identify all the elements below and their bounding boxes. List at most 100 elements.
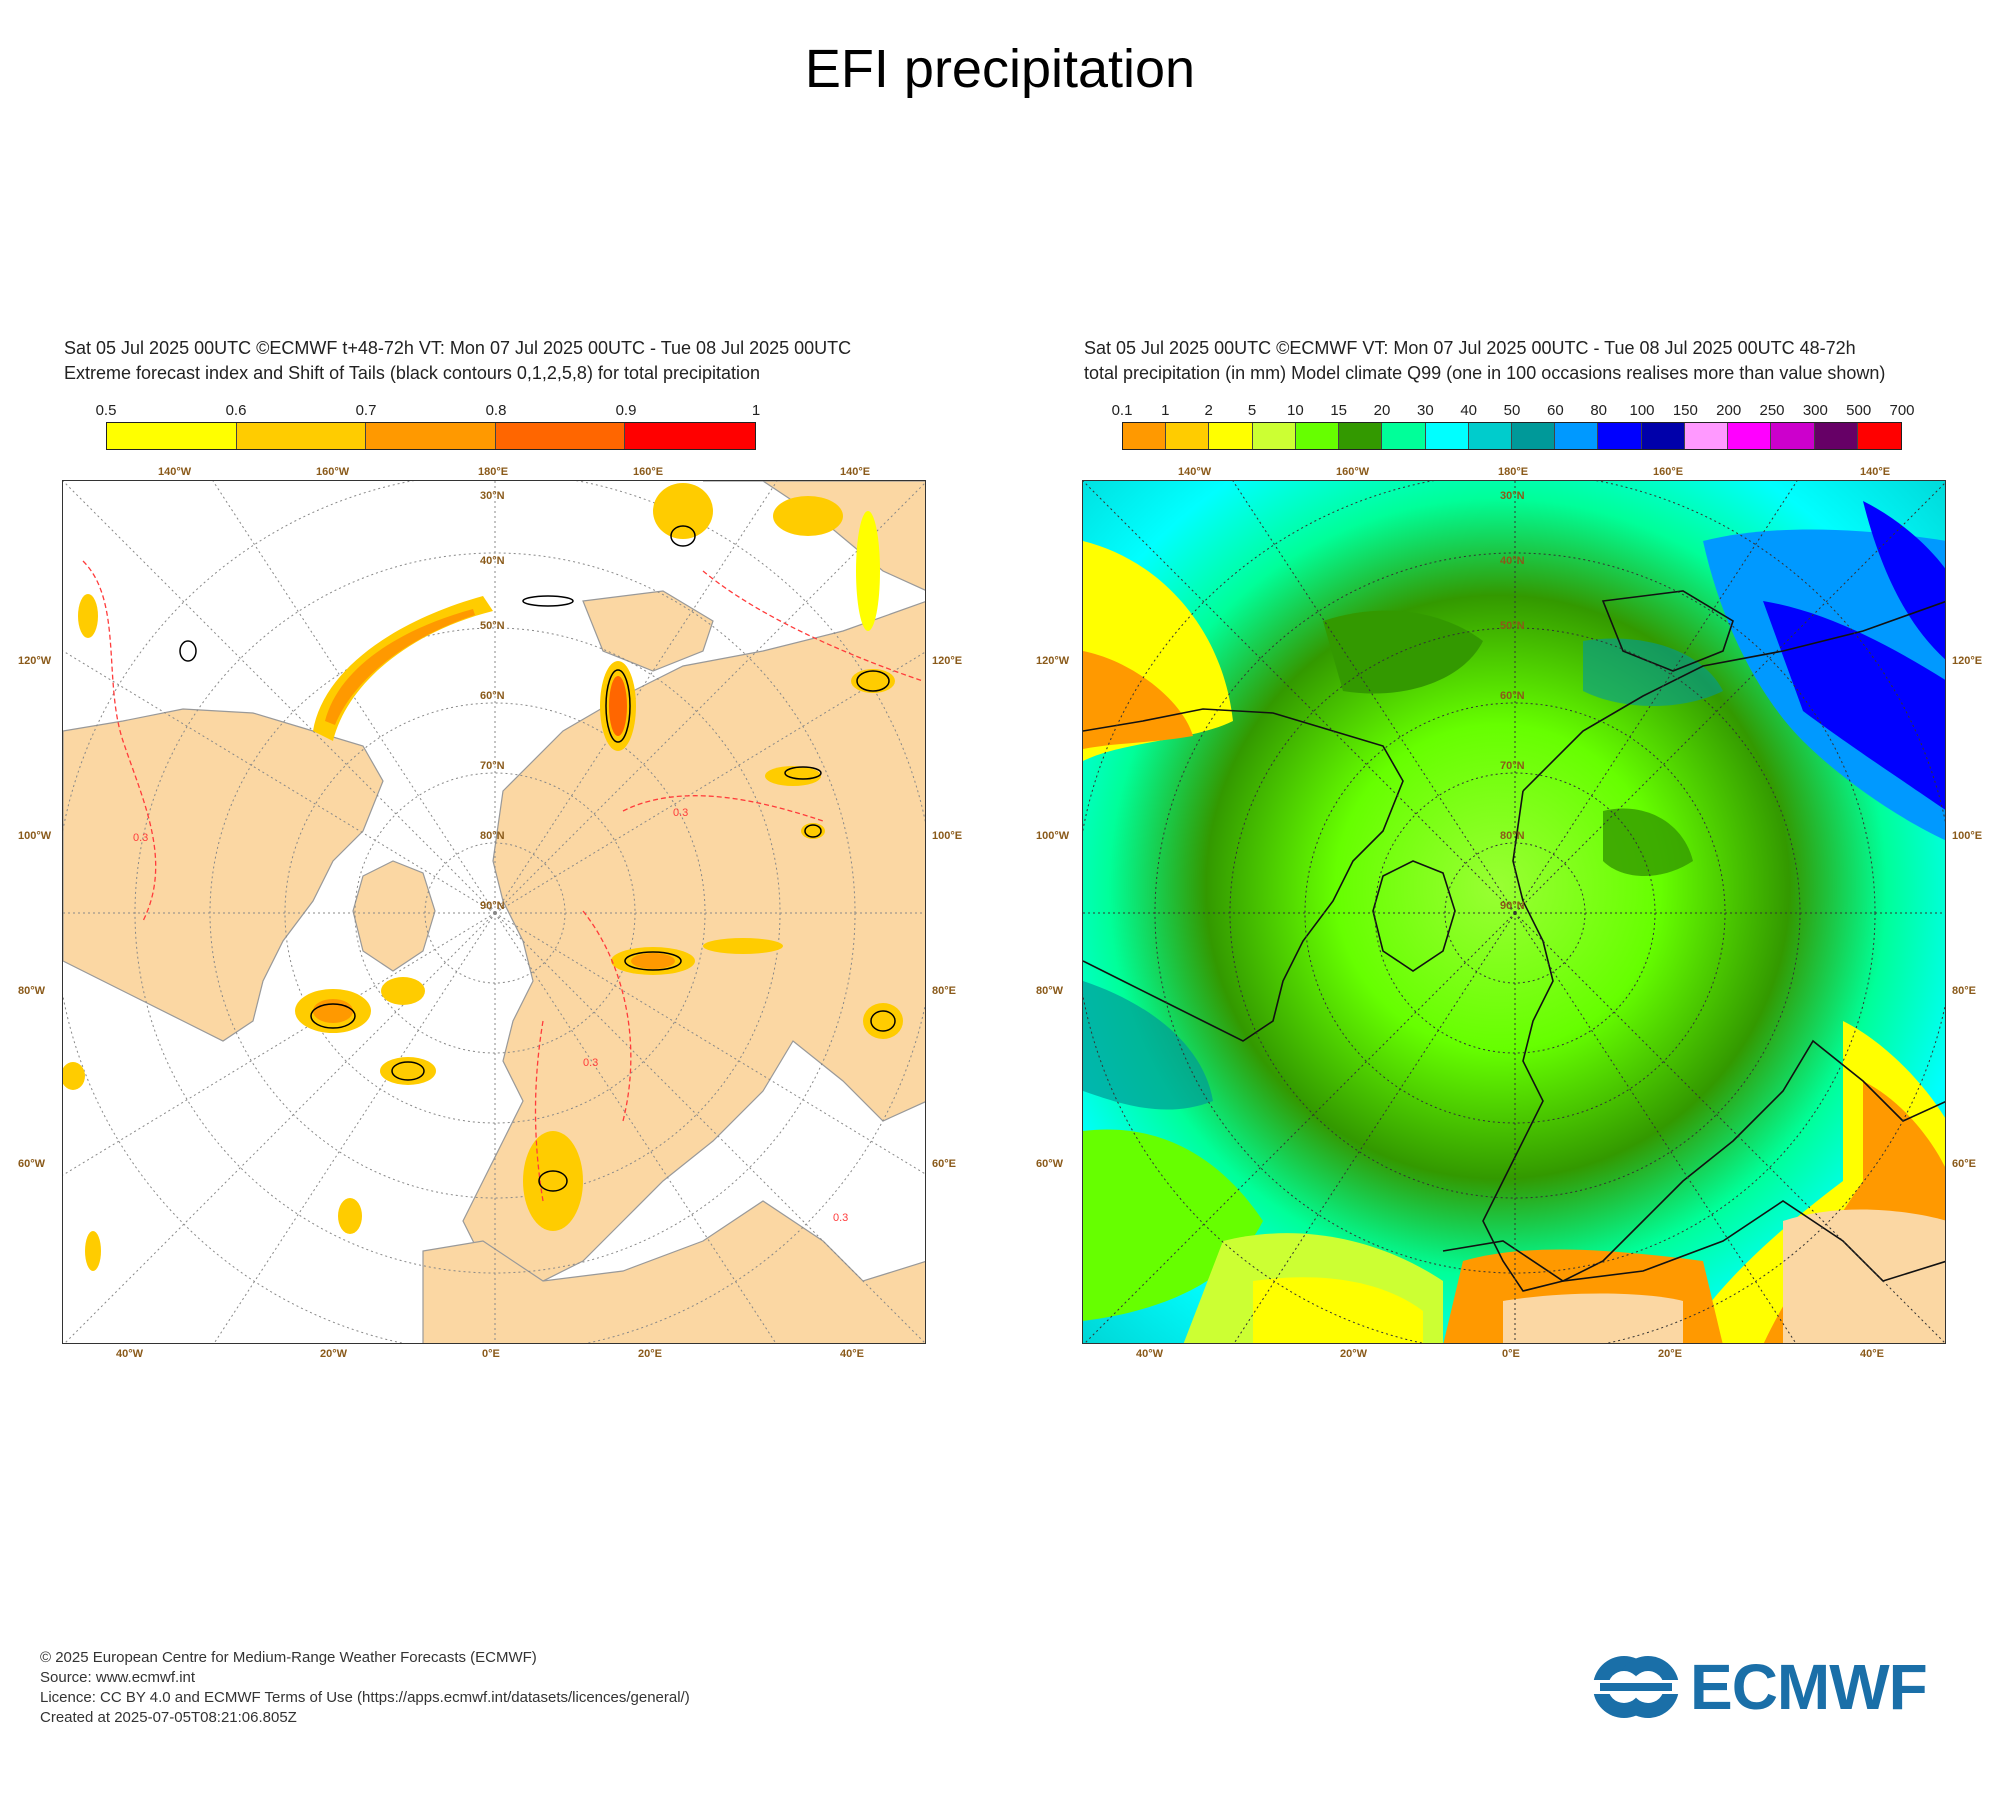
efi-lon-bottom-4: 20°E [638, 1348, 662, 1360]
efi-lon-bottom-2: 20°W [320, 1348, 348, 1360]
efi-sot-contours [179, 525, 896, 1192]
colorbar-swatch [1252, 423, 1296, 449]
colorbar-tick-label: 15 [1330, 402, 1347, 419]
colorbar-swatch [1166, 423, 1210, 449]
efi-panel: Sat 05 Jul 2025 00UTC ©ECMWF t+48-72h VT… [18, 330, 998, 1360]
colorbar-tick-label: 80 [1590, 402, 1607, 419]
colorbar-swatch [1468, 423, 1512, 449]
colorbar-tick-label: 0.8 [485, 402, 507, 419]
efi-lat-label: 80°N [480, 830, 505, 842]
efi-lon-right-4: 60°E [932, 1158, 956, 1170]
efi-header-line1: Sat 05 Jul 2025 00UTC ©ECMWF t+48-72h VT… [64, 338, 852, 358]
q99-lat-label: 90°N [1500, 900, 1525, 912]
q99-map [1082, 480, 1946, 1344]
q99-colorbar-swatches [1122, 422, 1902, 450]
efi-contour-label: 0.3 [133, 832, 148, 844]
efi-lon-left-1: 120°W [18, 655, 52, 667]
colorbar-tick-label: 10 [1286, 402, 1304, 419]
q99-lon-left-4: 60°W [1036, 1158, 1064, 1170]
efi-lon-top-2: 160°W [316, 466, 350, 478]
colorbar-tick-label: 30 [1416, 402, 1434, 419]
colorbar-tick-label: 2 [1204, 402, 1213, 419]
efi-map: 0.3 0.3 0.3 0.3 [62, 480, 926, 1344]
colorbar-swatch [107, 423, 237, 449]
q99-lon-bottom-1: 40°W [1136, 1348, 1164, 1360]
q99-lat-label: 60°N [1500, 690, 1525, 702]
colorbar-tick-label: 20 [1373, 402, 1391, 419]
colorbar-swatch [1857, 423, 1901, 449]
efi-map-svg: 0.3 0.3 0.3 0.3 [63, 481, 925, 1343]
efi-dashed-contours [82, 560, 924, 1202]
efi-lat-label: 50°N [480, 620, 505, 632]
colorbar-tick-label: 0.5 [95, 402, 117, 419]
colorbar-swatch [1555, 423, 1599, 449]
colorbar-swatch [1295, 423, 1340, 449]
efi-lon-top-5: 140°E [840, 466, 871, 478]
q99-fields [1083, 501, 1945, 1343]
efi-lon-bottom-3: 0°E [482, 1348, 500, 1360]
colorbar-tick-label: 250 [1759, 402, 1785, 419]
q99-lon-left-1: 120°W [1036, 655, 1070, 667]
footer-source: Source: www.ecmwf.int [40, 1669, 196, 1686]
colorbar-swatch [1728, 423, 1772, 449]
colorbar-swatch [1382, 423, 1426, 449]
q99-lon-bottom-2: 20°W [1340, 1348, 1368, 1360]
efi-graticule [63, 481, 925, 1343]
colorbar-tick-label: 0.1 [1111, 402, 1133, 419]
colorbar-tick-label: 300 [1802, 402, 1828, 419]
efi-contour-labels: 0.3 0.3 0.3 0.3 [133, 807, 848, 1224]
q99-lat-label: 80°N [1500, 830, 1525, 842]
efi-lon-left-3: 80°W [18, 985, 46, 997]
efi-lon-left-4: 60°W [18, 1158, 46, 1170]
q99-lat-label: 70°N [1500, 760, 1525, 772]
colorbar-swatch [366, 423, 496, 449]
colorbar-tick-label: 5 [1247, 402, 1257, 419]
q99-graticule [1083, 481, 1945, 1343]
colorbar-tick-label: 1 [1161, 402, 1170, 419]
colorbar-tick-label: 50 [1503, 402, 1521, 419]
q99-header: Sat 05 Jul 2025 00UTC ©ECMWF VT: Mon 07 … [1084, 336, 1885, 386]
efi-lon-right-3: 80°E [932, 985, 956, 997]
colorbar-tick-label: 1 [751, 402, 761, 419]
colorbar-swatch [1598, 423, 1642, 449]
q99-lon-right-1: 120°E [1952, 655, 1983, 667]
efi-lat-label: 90°N [480, 900, 505, 912]
efi-contour-label: 0.3 [833, 1212, 848, 1224]
colorbar-swatch [1771, 423, 1815, 449]
q99-lon-left-3: 80°W [1036, 985, 1064, 997]
q99-lon-top-1: 140°W [1178, 466, 1212, 478]
q99-lon-left-2: 100°W [1036, 830, 1070, 842]
colorbar-swatch [1684, 423, 1729, 449]
efi-lon-top-4: 160°E [633, 466, 664, 478]
efi-lon-bottom-1: 40°W [116, 1348, 144, 1360]
footer-created: Created at 2025-07-05T08:21:06.805Z [40, 1709, 297, 1726]
efi-lon-right-2: 100°E [932, 830, 963, 842]
q99-lon-bottom-3: 0°E [1502, 1348, 1520, 1360]
q99-lon-bottom-4: 20°E [1658, 1348, 1682, 1360]
q99-lon-right-3: 80°E [1952, 985, 1976, 997]
colorbar-swatch [1425, 423, 1469, 449]
efi-lon-top-3: 180°E [478, 466, 509, 478]
colorbar-tick-label: 0.7 [355, 402, 377, 419]
colorbar-tick-label: 100 [1629, 402, 1655, 419]
q99-lon-right-4: 60°E [1952, 1158, 1976, 1170]
colorbar-tick-label: 500 [1846, 402, 1872, 419]
q99-colorbar-labels: 0.1 1 2 5 10 15 20 30 40 50 60 80 100 150 200 250 300 500… [1112, 402, 1915, 422]
efi-lon-top-1: 140°W [158, 466, 192, 478]
colorbar-tick-label: 150 [1672, 402, 1698, 419]
efi-lat-label: 40°N [480, 555, 505, 567]
q99-lat-label: 40°N [1500, 555, 1525, 567]
colorbar-tick-label: 200 [1716, 402, 1742, 419]
efi-contour-label: 0.3 [673, 807, 688, 819]
efi-colorbar: 0.5 0.6 0.7 0.8 0.9 1 [96, 402, 760, 462]
efi-header: Sat 05 Jul 2025 00UTC ©ECMWF t+48-72h VT… [64, 336, 851, 386]
efi-lat-label: 30°N [480, 490, 505, 502]
efi-lon-right-1: 120°E [932, 655, 963, 667]
efi-header-line2: Extreme forecast index and Shift of Tail… [64, 363, 761, 383]
q99-map-svg [1083, 481, 1945, 1343]
q99-lat-label: 50°N [1500, 620, 1525, 632]
efi-lon-bottom-5: 40°E [840, 1348, 864, 1360]
q99-lat-label: 30°N [1500, 490, 1525, 502]
efi-contour-label: 0.3 [583, 1057, 598, 1069]
q99-panel: Sat 05 Jul 2025 00UTC ©ECMWF VT: Mon 07 … [1036, 330, 2000, 1360]
